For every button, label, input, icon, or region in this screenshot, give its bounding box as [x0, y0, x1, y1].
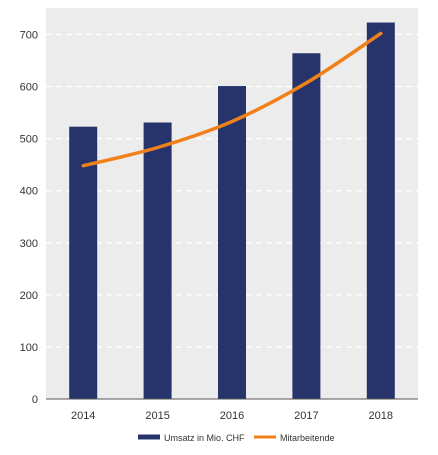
y-tick-label: 600	[20, 82, 38, 94]
legend-label-mitarbeitende: Mitarbeitende	[280, 433, 335, 443]
x-tick-label: 2014	[71, 410, 95, 422]
y-tick-label: 0	[32, 394, 38, 406]
bar-2015	[143, 122, 172, 399]
y-tick-label: 100	[20, 342, 38, 354]
y-tick-label: 300	[20, 238, 38, 250]
y-tick-label: 200	[20, 290, 38, 302]
x-tick-label: 2018	[369, 410, 393, 422]
y-axis-tick-labels: 0 100 200 300 400 500 600 700	[20, 30, 38, 407]
x-tick-label: 2016	[220, 410, 244, 422]
bar-2016	[218, 86, 246, 399]
y-tick-label: 400	[20, 186, 38, 198]
bar-2018	[366, 22, 395, 400]
x-tick-label: 2017	[294, 410, 318, 422]
legend: Umsatz in Mio. CHF Mitarbeitende	[138, 433, 335, 443]
bar-series-umsatz	[69, 22, 395, 400]
x-tick-label: 2015	[145, 410, 169, 422]
line-series-mitarbeitende	[81, 31, 383, 168]
y-tick-label: 500	[20, 134, 38, 146]
bar-2014	[69, 126, 98, 399]
legend-label-umsatz: Umsatz in Mio. CHF	[164, 433, 245, 443]
bar-2017	[292, 53, 321, 399]
legend-swatch-umsatz	[138, 434, 160, 440]
y-tick-label: 700	[20, 30, 38, 42]
x-axis-tick-labels: 2014 2015 2016 2017 2018	[71, 410, 393, 422]
legend-swatch-mitarbeitende	[254, 435, 276, 439]
